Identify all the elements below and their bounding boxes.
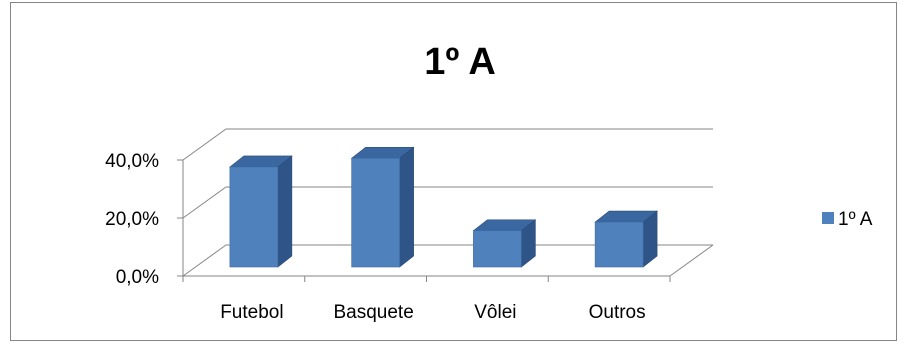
chart-border [10,2,897,341]
y-tick-labels: 0,0% 20,0% 40,0% [105,151,159,288]
bar-front-face [229,166,279,268]
x-tick-label: Vôlei [474,302,516,323]
bar-basquete [350,146,415,268]
y-tick-label: 20,0% [105,209,159,230]
x-tick-label: Futebol [220,302,283,323]
chart-title: 1º A [424,41,496,83]
bar-futebol [229,155,293,268]
y-tick-label: 0,0% [116,267,159,288]
bar-front-face [351,157,400,268]
bar-front-face [473,230,522,268]
gridline [182,186,713,219]
x-tick-labels: Futebol Basquete Vôlei Outros [220,302,645,323]
x-tick-label: Basquete [333,302,413,323]
bar-side-face [399,146,414,268]
floor-right-edge [669,244,714,277]
axis-layer [177,159,671,282]
legend-label: 1º A [838,209,873,230]
bars-layer [229,146,658,268]
bar-side-face [277,155,293,268]
bar-vôlei [472,219,537,268]
legend: 1º A [822,209,873,230]
legend-swatch [822,212,834,224]
y-tick-label: 40,0% [105,151,159,172]
gridline [182,128,713,161]
bar-outros [594,210,658,268]
bar-front-face [594,221,644,268]
x-tick-label: Outros [589,302,646,323]
gridline [182,244,713,277]
